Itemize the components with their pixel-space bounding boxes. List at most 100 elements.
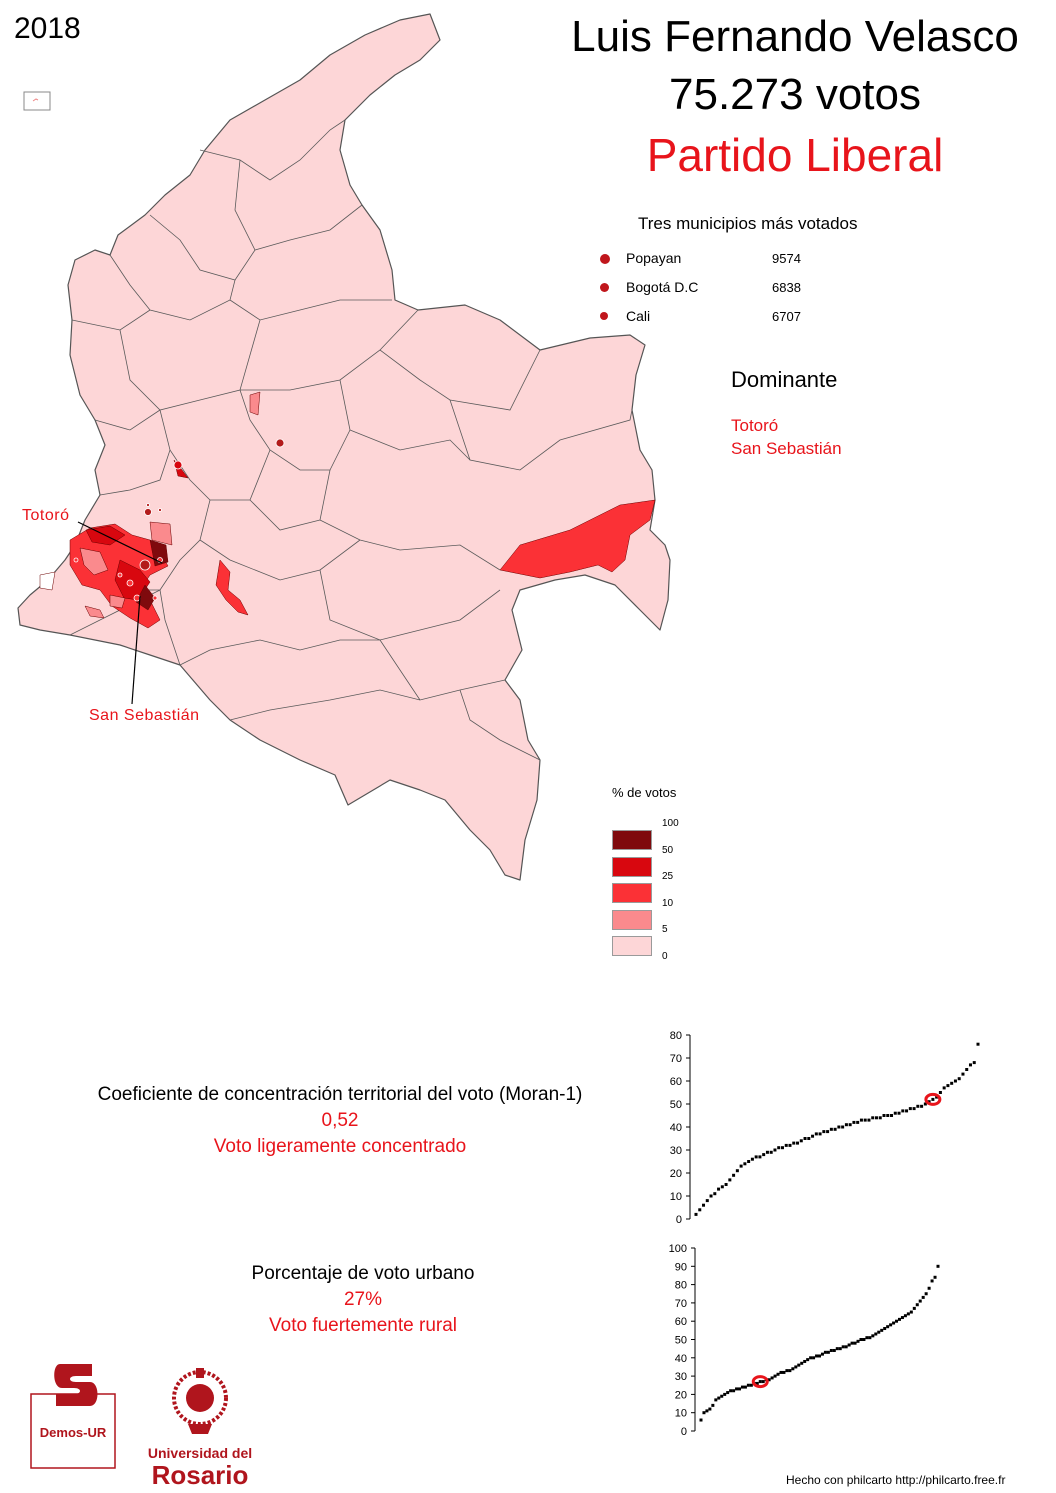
region-pink-1 — [79, 547, 109, 576]
data-point — [886, 1114, 890, 1117]
data-point — [835, 1347, 839, 1351]
data-point — [897, 1111, 901, 1115]
data-point — [750, 1157, 754, 1161]
data-point — [838, 1347, 842, 1351]
data-point — [829, 1348, 833, 1352]
data-point — [924, 1292, 928, 1296]
ur-line1-text: Universidad del — [148, 1445, 252, 1461]
data-point — [844, 1123, 848, 1127]
data-point — [812, 1356, 816, 1360]
data-point — [788, 1369, 792, 1373]
vote-count: 75.273 votos — [669, 70, 921, 119]
data-point — [800, 1361, 804, 1365]
moran-block: Coeficiente de concentración territorial… — [30, 1082, 650, 1160]
data-point — [871, 1334, 875, 1338]
data-point — [769, 1150, 773, 1154]
data-point — [867, 1118, 871, 1122]
data-point — [814, 1132, 818, 1136]
data-point — [780, 1146, 784, 1150]
moran-value: 0,52 — [321, 1110, 359, 1131]
data-point — [863, 1118, 867, 1122]
region-huila — [215, 559, 249, 616]
data-point — [823, 1350, 827, 1354]
top3-list: Popayan 9574 Bogotá D.C 6838 Cali 6707 — [596, 248, 836, 335]
data-point — [942, 1086, 946, 1090]
y-tick-label: 80 — [675, 1280, 687, 1292]
y-tick-label: 70 — [675, 1298, 687, 1310]
data-point — [933, 1275, 937, 1279]
municipality-value: 9574 — [772, 251, 801, 266]
inset-islands — [32, 98, 39, 102]
legend-break-label: 10 — [662, 897, 674, 909]
data-point — [728, 1178, 732, 1182]
data-point — [871, 1116, 875, 1120]
data-point — [732, 1389, 736, 1393]
urban-label: Porcentaje de voto urbano — [251, 1263, 475, 1284]
data-point — [829, 1127, 833, 1131]
data-point — [711, 1403, 715, 1407]
data-point — [705, 1409, 709, 1413]
y-tick-label: 80 — [670, 1030, 682, 1042]
universidad-rosario-logo: Universidad del Rosario — [148, 1368, 252, 1490]
data-point — [946, 1084, 950, 1088]
data-point — [788, 1143, 792, 1147]
data-point — [785, 1369, 789, 1373]
data-point — [699, 1418, 703, 1422]
candidate-name: Luis Fernando Velasco — [571, 12, 1019, 61]
data-point — [761, 1380, 765, 1384]
legend-swatch — [612, 936, 652, 956]
list-item: Cali 6707 — [596, 306, 836, 335]
region-east — [499, 499, 656, 579]
moran-label: Coeficiente de concentración territorial… — [97, 1084, 583, 1105]
y-tick-label: 60 — [675, 1316, 687, 1328]
legend-break-label: 25 — [662, 871, 674, 882]
data-point — [893, 1111, 897, 1115]
data-point — [953, 1079, 957, 1083]
data-point — [739, 1164, 743, 1168]
y-tick-label: 70 — [670, 1053, 682, 1065]
circle-i — [158, 508, 162, 512]
map-label-san-sebastian: San Sebastián — [89, 707, 200, 724]
circle-g — [152, 595, 158, 601]
data-point — [729, 1389, 733, 1393]
data-point — [972, 1061, 976, 1065]
data-point — [930, 1279, 934, 1283]
leader-san-sebastian — [131, 595, 141, 705]
data-point — [709, 1194, 713, 1198]
credit-text: Hecho con philcarto http://philcarto.fre… — [786, 1473, 1006, 1487]
data-point — [770, 1376, 774, 1380]
data-point — [784, 1143, 788, 1147]
data-point — [859, 1118, 863, 1122]
data-point — [773, 1374, 777, 1378]
urban-description: Voto fuertemente rural — [269, 1315, 457, 1336]
data-point — [702, 1411, 706, 1415]
data-point — [799, 1139, 803, 1143]
data-point — [694, 1212, 698, 1216]
demos-ur-logo: Demos-UR — [30, 1364, 116, 1469]
moran-description: Voto ligeramente concentrado — [213, 1136, 467, 1157]
year-label: 2018 — [14, 12, 81, 45]
data-point — [936, 1264, 940, 1268]
data-point — [705, 1199, 709, 1203]
data-point — [878, 1116, 882, 1120]
list-item: Popayan 9574 — [596, 248, 836, 277]
municipality-value: 6707 — [772, 309, 801, 324]
data-point — [912, 1107, 916, 1111]
data-point — [968, 1063, 972, 1067]
circle-bogota — [275, 438, 285, 448]
data-point — [826, 1350, 830, 1354]
region-central — [249, 391, 261, 416]
data-point — [779, 1370, 783, 1374]
data-point — [883, 1327, 887, 1331]
data-point — [880, 1328, 884, 1332]
data-point — [927, 1286, 931, 1290]
y-tick-label: 40 — [670, 1122, 682, 1134]
data-point — [807, 1137, 811, 1140]
data-point — [726, 1391, 730, 1395]
y-tick-label: 20 — [675, 1389, 687, 1401]
data-point — [882, 1114, 886, 1117]
urban-value: 27% — [343, 1289, 383, 1310]
inset-islands-box — [23, 91, 51, 111]
data-point — [796, 1141, 800, 1145]
data-point — [797, 1363, 801, 1367]
